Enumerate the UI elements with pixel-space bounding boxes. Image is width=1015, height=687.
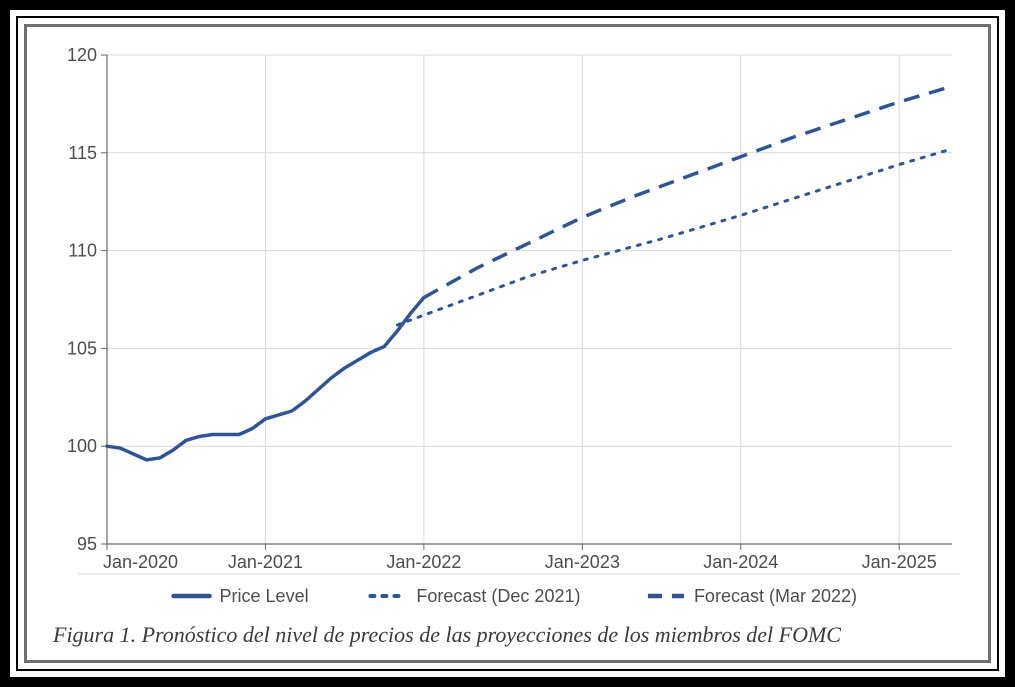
figure-caption: Figura 1. Pronóstico del nivel de precio… — [51, 616, 964, 648]
chart-area: 95 100 105 110 115 120 Jan-2020 Jan-2021 Jan-202… — [51, 45, 964, 616]
svg-text:Jan-2024: Jan-2024 — [703, 552, 778, 572]
svg-text:Jan-2021: Jan-2021 — [228, 552, 303, 572]
svg-text:Jan-2020: Jan-2020 — [103, 552, 178, 572]
svg-text:115: 115 — [68, 143, 97, 163]
svg-text:95: 95 — [77, 534, 97, 554]
svg-text:120: 120 — [67, 45, 97, 65]
outer-frame: 95 100 105 110 115 120 Jan-2020 Jan-2021 Jan-202… — [0, 0, 1015, 687]
svg-text:110: 110 — [68, 241, 97, 261]
svg-text:Price Level: Price Level — [220, 586, 309, 606]
svg-text:105: 105 — [67, 338, 97, 358]
svg-text:Jan-2022: Jan-2022 — [386, 552, 461, 572]
inner-frame: 95 100 105 110 115 120 Jan-2020 Jan-2021 Jan-202… — [24, 24, 991, 663]
svg-text:Jan-2023: Jan-2023 — [545, 552, 620, 572]
svg-text:Forecast (Mar 2022): Forecast (Mar 2022) — [694, 586, 857, 606]
mid-frame: 95 100 105 110 115 120 Jan-2020 Jan-2021 Jan-202… — [16, 16, 999, 671]
line-chart: 95 100 105 110 115 120 Jan-2020 Jan-2021 Jan-202… — [51, 45, 964, 616]
svg-text:Forecast (Dec 2021): Forecast (Dec 2021) — [416, 586, 580, 606]
svg-text:Jan-2025: Jan-2025 — [862, 552, 937, 572]
svg-text:100: 100 — [67, 436, 97, 456]
